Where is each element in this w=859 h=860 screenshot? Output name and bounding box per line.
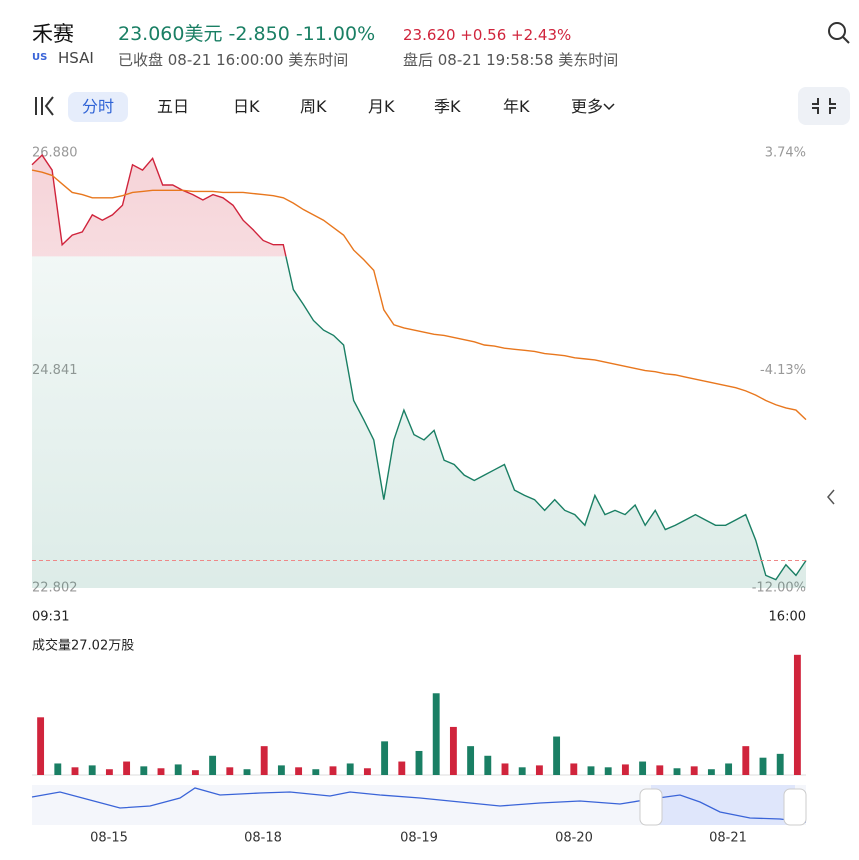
tab[interactable]: 分时 [68, 92, 129, 122]
date-label: 08-19 [400, 831, 438, 846]
sidebar-icon[interactable] [33, 95, 57, 117]
average-line [31, 169, 807, 421]
after-price: 23.620 [403, 26, 456, 44]
volume-bar [587, 766, 595, 775]
tab[interactable]: 五日 [157, 97, 190, 116]
after-hours: 23.620 +0.56 +2.43% [403, 26, 571, 44]
volume-bar [54, 763, 62, 775]
tab[interactable]: 月K [368, 97, 395, 116]
volume-bar [157, 768, 165, 775]
volume-bar [690, 766, 698, 775]
x-end-label: 16:00 [769, 610, 806, 625]
volume-bar [793, 654, 801, 775]
volume-bar [398, 761, 406, 775]
navigator-line [31, 787, 807, 823]
navigator-handle[interactable] [783, 788, 807, 826]
after-change: +0.56 [460, 26, 507, 44]
volume-bar [604, 767, 612, 775]
volume-bar [191, 770, 199, 775]
volume-bar [123, 761, 131, 775]
volume-bar [277, 765, 285, 775]
tab[interactable]: 季K [434, 97, 461, 116]
volume-bar [329, 766, 337, 775]
after-pct: +2.43% [511, 26, 572, 44]
volume-bar [656, 765, 664, 775]
volume-bar [174, 764, 182, 775]
x-start-label: 09:31 [32, 610, 69, 625]
date-label: 08-21 [709, 831, 747, 846]
volume-label: 成交量27.02万股 [32, 638, 134, 654]
volume-bar [432, 693, 440, 775]
volume-bar [467, 746, 475, 775]
price-area [32, 256, 806, 588]
change: -2.850 [228, 23, 290, 45]
volume-bar [501, 763, 509, 775]
volume-bar [105, 769, 113, 775]
volume-bar [725, 763, 733, 775]
volume-bar [226, 767, 234, 775]
volume-bar [346, 763, 354, 775]
volume-bar [621, 764, 629, 775]
market: US [32, 52, 48, 63]
volume-bar [759, 757, 767, 775]
stock-name: 禾赛 [32, 22, 74, 46]
volume-bar [518, 767, 526, 775]
navigator-handle[interactable] [639, 788, 663, 826]
fullscreen-button[interactable] [798, 87, 850, 125]
volume-bar [37, 717, 45, 775]
y2-tick-label: -4.13% [760, 363, 806, 378]
volume-bar [381, 741, 389, 775]
search-icon[interactable] [826, 20, 852, 46]
volume-bar [742, 746, 750, 775]
volume-bar [449, 726, 457, 775]
tab[interactable]: 日K [233, 97, 260, 116]
volume-bar [209, 755, 217, 775]
volume-bar [140, 766, 148, 775]
after-status: 盘后 08-21 19:58:58 美东时间 [403, 51, 619, 69]
volume-bar [639, 761, 647, 775]
volume-bar [776, 753, 784, 775]
tab[interactable]: 年K [503, 97, 530, 116]
volume-bar [484, 755, 492, 775]
volume-bar [535, 765, 543, 775]
volume-bar [71, 767, 79, 775]
volume-bar [243, 769, 251, 775]
volume-bar [673, 768, 681, 775]
symbol: HSAI [58, 49, 94, 67]
volume-bar [260, 746, 268, 775]
price: 23.060美元 -2.850 -11.00% [118, 19, 375, 46]
collapse-arrow[interactable] [827, 489, 835, 505]
date-label: 08-15 [90, 831, 128, 846]
volume-bar [88, 765, 96, 775]
volume-bar [570, 763, 578, 775]
date-label: 08-18 [244, 831, 282, 846]
status: 已收盘 08-21 16:00:00 美东时间 [118, 51, 349, 69]
price-line [31, 154, 287, 257]
tab[interactable]: 更多 [557, 92, 629, 122]
tab[interactable]: 周K [300, 97, 327, 116]
volume-bar [363, 768, 371, 775]
change-pct: -11.00% [295, 23, 376, 45]
volume-bar [312, 769, 320, 775]
dropdown-icon [603, 103, 615, 111]
y2-tick-label: 3.74% [765, 146, 806, 161]
price-area [32, 155, 286, 257]
volume-bar [295, 767, 303, 775]
price-line [285, 256, 807, 581]
volume-bar [415, 750, 423, 775]
date-label: 08-20 [555, 831, 593, 846]
volume-bar [553, 736, 561, 775]
last-price: 23.060美元 [118, 23, 223, 45]
volume-bar [707, 769, 715, 775]
